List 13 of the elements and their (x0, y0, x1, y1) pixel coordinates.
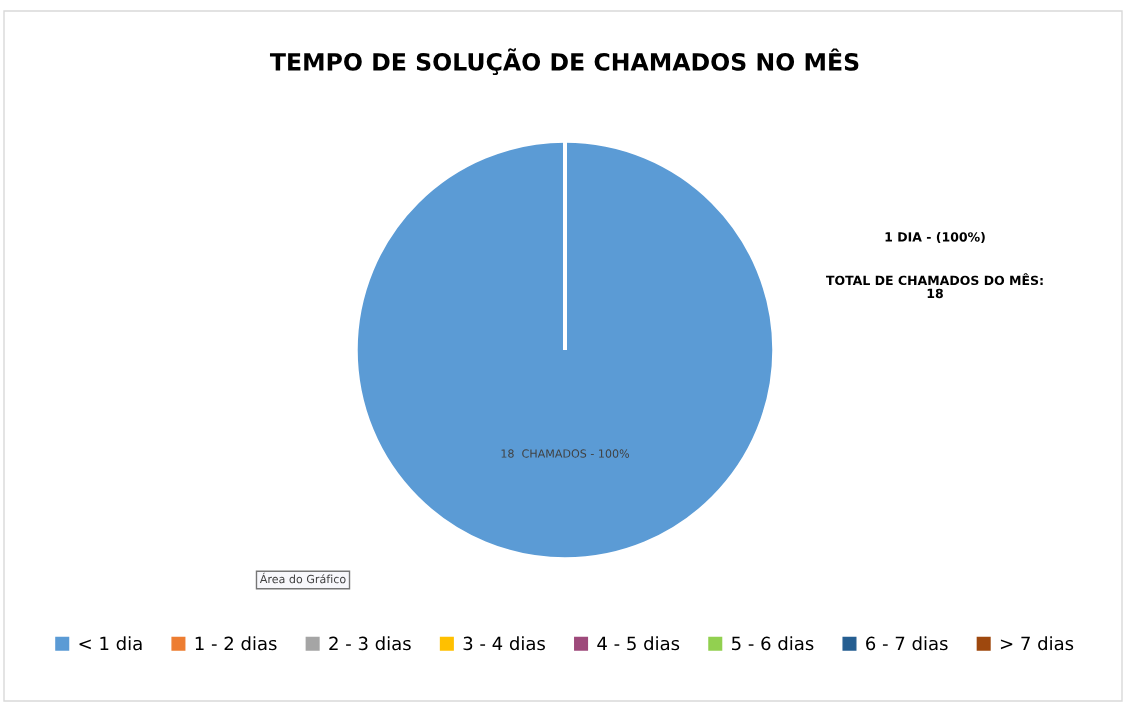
legend-label: > 7 dias (1000, 636, 1074, 651)
legend-label: 4 - 5 dias (597, 636, 680, 651)
legend-label: 5 - 6 dias (732, 636, 814, 651)
text: 1 DIA - (100%) (885, 231, 985, 244)
text: TOTAL DE CHAMADOS DO MÊS: 18 (826, 273, 1043, 299)
legend-label: < 1 dia (79, 636, 142, 651)
legend-label: 3 - 4 dias (463, 636, 545, 651)
data-label: 18 CHAMADOS - 100% (501, 449, 630, 458)
text: Área do Gráfico (259, 572, 346, 584)
chart-title: TEMPO DE SOLUÇÃO DE CHAMADOS NO MÊS (269, 48, 859, 76)
legend-label: 2 - 3 dias (329, 636, 411, 651)
legend-label: 6 - 7 dias (866, 636, 948, 651)
legend-label: 1 - 2 dias (195, 636, 277, 651)
